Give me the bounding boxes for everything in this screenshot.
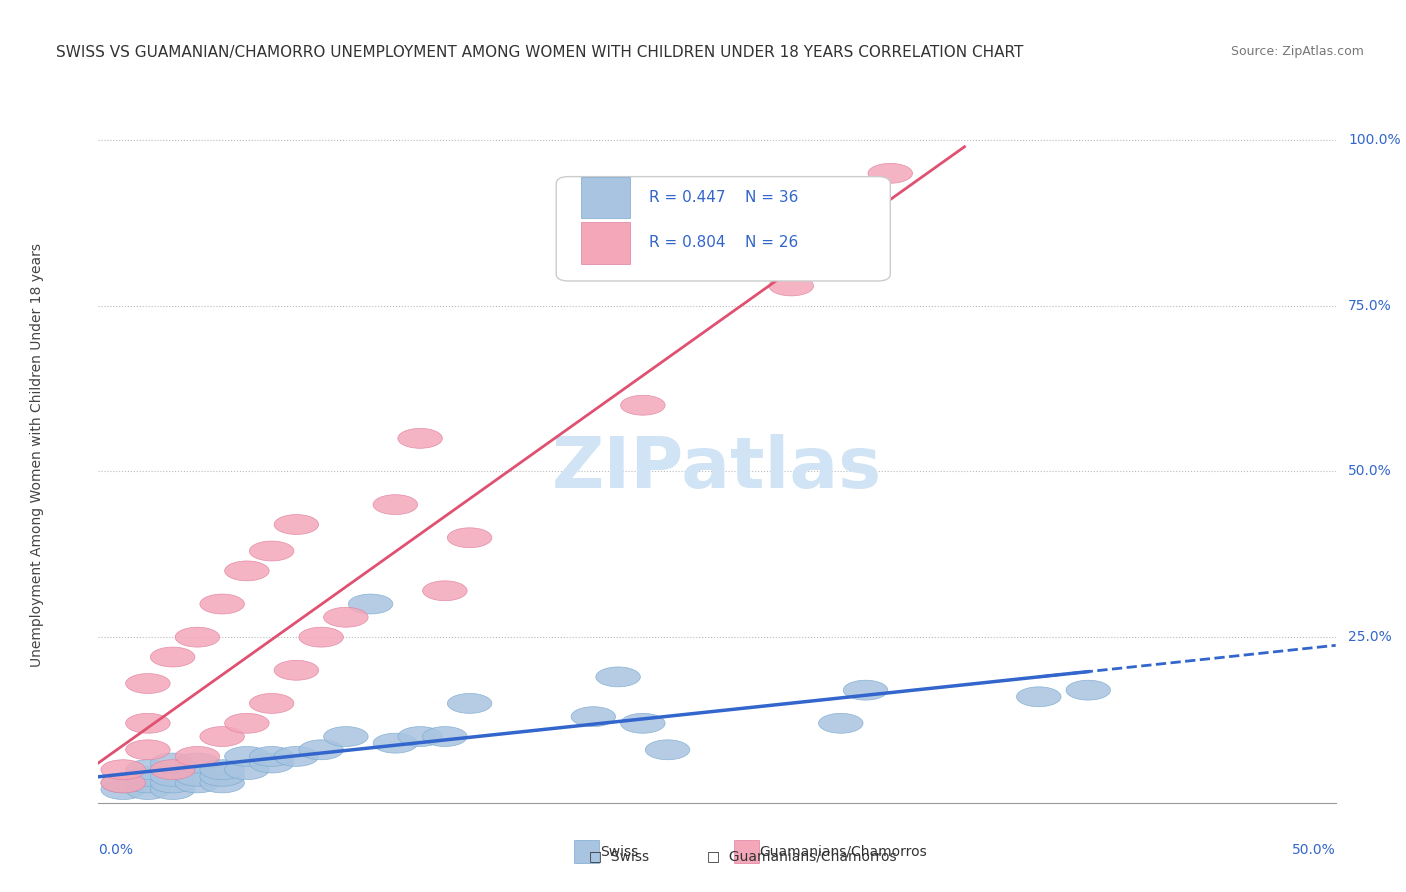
Ellipse shape <box>423 581 467 600</box>
Ellipse shape <box>200 760 245 780</box>
Ellipse shape <box>373 733 418 753</box>
Ellipse shape <box>447 528 492 548</box>
Ellipse shape <box>868 163 912 183</box>
Ellipse shape <box>150 780 195 799</box>
Ellipse shape <box>125 673 170 693</box>
Ellipse shape <box>150 766 195 786</box>
Ellipse shape <box>398 428 443 449</box>
Ellipse shape <box>249 747 294 766</box>
Text: Unemployment Among Women with Children Under 18 years: Unemployment Among Women with Children U… <box>30 243 44 667</box>
Ellipse shape <box>225 561 269 581</box>
Ellipse shape <box>249 693 294 714</box>
FancyBboxPatch shape <box>581 177 630 219</box>
Ellipse shape <box>1066 681 1111 700</box>
Ellipse shape <box>125 739 170 760</box>
Ellipse shape <box>844 681 887 700</box>
Ellipse shape <box>200 766 245 786</box>
Ellipse shape <box>349 594 392 614</box>
Ellipse shape <box>101 760 145 780</box>
Text: Guamanians/Chamorros: Guamanians/Chamorros <box>759 845 927 859</box>
Text: □  Swiss: □ Swiss <box>589 849 648 863</box>
Ellipse shape <box>1017 687 1062 706</box>
Ellipse shape <box>299 627 343 647</box>
Ellipse shape <box>447 693 492 714</box>
Ellipse shape <box>249 541 294 561</box>
Ellipse shape <box>176 627 219 647</box>
Text: 25.0%: 25.0% <box>1348 630 1392 644</box>
Text: Source: ZipAtlas.com: Source: ZipAtlas.com <box>1230 45 1364 58</box>
Ellipse shape <box>323 727 368 747</box>
Bar <box>574 840 599 863</box>
Ellipse shape <box>125 780 170 799</box>
Ellipse shape <box>299 739 343 760</box>
Ellipse shape <box>423 727 467 747</box>
Text: R = 0.804    N = 26: R = 0.804 N = 26 <box>650 235 799 251</box>
Ellipse shape <box>398 727 443 747</box>
Text: 100.0%: 100.0% <box>1348 133 1400 147</box>
Ellipse shape <box>101 773 145 793</box>
Ellipse shape <box>571 706 616 727</box>
Bar <box>734 840 759 863</box>
Ellipse shape <box>249 753 294 773</box>
Ellipse shape <box>323 607 368 627</box>
Ellipse shape <box>818 714 863 733</box>
Ellipse shape <box>373 495 418 515</box>
Text: Swiss: Swiss <box>600 845 638 859</box>
Ellipse shape <box>101 773 145 793</box>
Ellipse shape <box>125 714 170 733</box>
Text: 75.0%: 75.0% <box>1348 299 1392 313</box>
Ellipse shape <box>176 747 219 766</box>
Ellipse shape <box>176 773 219 793</box>
Text: 0.0%: 0.0% <box>98 843 134 856</box>
Ellipse shape <box>125 760 170 780</box>
Ellipse shape <box>176 766 219 786</box>
Ellipse shape <box>150 773 195 793</box>
Ellipse shape <box>125 766 170 786</box>
Ellipse shape <box>101 780 145 799</box>
Text: ZIPatlas: ZIPatlas <box>553 434 882 503</box>
Ellipse shape <box>645 739 690 760</box>
Ellipse shape <box>596 667 640 687</box>
Ellipse shape <box>176 753 219 773</box>
Ellipse shape <box>274 515 319 534</box>
Ellipse shape <box>225 747 269 766</box>
Text: R = 0.447    N = 36: R = 0.447 N = 36 <box>650 190 799 205</box>
Ellipse shape <box>225 760 269 780</box>
Text: □  Guamanians/Chamorros: □ Guamanians/Chamorros <box>707 849 896 863</box>
Ellipse shape <box>769 276 814 296</box>
Ellipse shape <box>620 714 665 733</box>
Ellipse shape <box>200 594 245 614</box>
Ellipse shape <box>125 773 170 793</box>
Text: 50.0%: 50.0% <box>1348 465 1392 478</box>
Text: SWISS VS GUAMANIAN/CHAMORRO UNEMPLOYMENT AMONG WOMEN WITH CHILDREN UNDER 18 YEAR: SWISS VS GUAMANIAN/CHAMORRO UNEMPLOYMENT… <box>56 45 1024 60</box>
Ellipse shape <box>225 714 269 733</box>
FancyBboxPatch shape <box>581 222 630 263</box>
Text: 50.0%: 50.0% <box>1292 843 1336 856</box>
Ellipse shape <box>274 660 319 681</box>
Ellipse shape <box>200 773 245 793</box>
Ellipse shape <box>150 760 195 780</box>
Ellipse shape <box>150 753 195 773</box>
FancyBboxPatch shape <box>557 177 890 281</box>
Ellipse shape <box>200 727 245 747</box>
Ellipse shape <box>620 395 665 415</box>
Ellipse shape <box>150 647 195 667</box>
Ellipse shape <box>274 747 319 766</box>
